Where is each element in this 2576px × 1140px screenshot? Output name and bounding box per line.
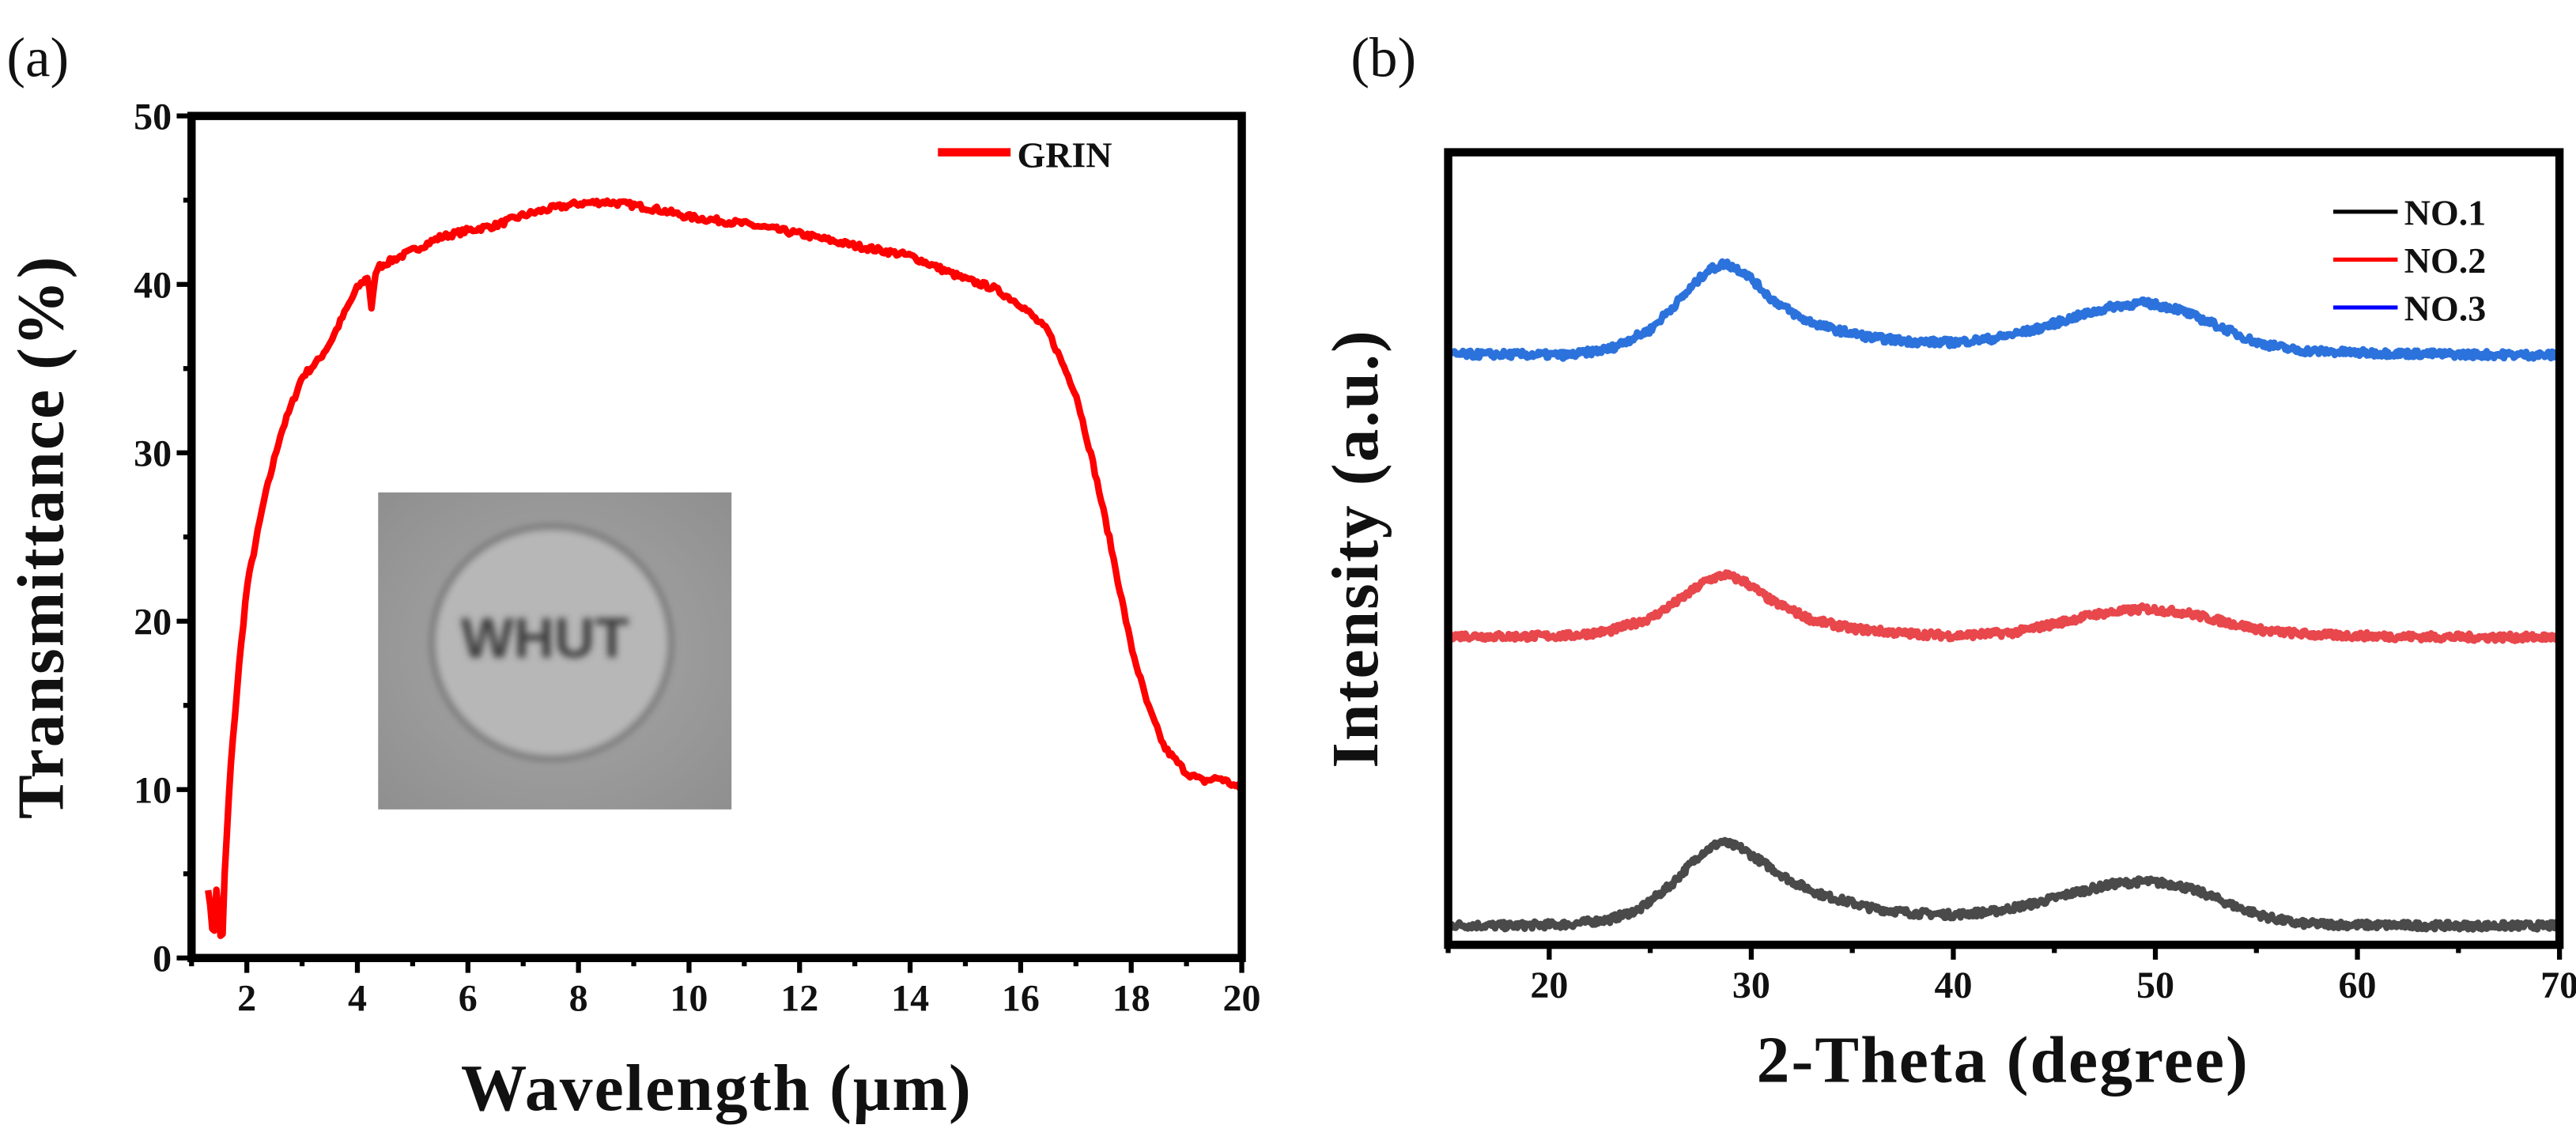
plot-b-frame: [1444, 148, 2564, 949]
legend-label-no2: NO.2: [2404, 240, 2486, 281]
inset-photo: WHUT: [378, 492, 732, 810]
inset-disk: [430, 524, 674, 761]
plot-b: [1445, 258, 2563, 933]
series-line-no3: [1445, 258, 2562, 362]
legend-label-no3: NO.3: [2404, 289, 2486, 329]
x-tick-label: 70: [2540, 964, 2576, 1006]
x-axis-title-a: Wavelength (μm): [461, 1052, 973, 1125]
x-tick-label: 20: [1530, 964, 1568, 1006]
x-tick-label: 16: [1002, 978, 1040, 1020]
y-tick-label: 0: [153, 938, 172, 980]
panel-b-label: (b): [1350, 28, 1416, 89]
plot-a: [205, 197, 1245, 939]
legend-a: GRIN: [938, 134, 1112, 175]
panel-a-label: (a): [6, 28, 69, 89]
x-tick-label: 4: [348, 978, 367, 1020]
x-tick-label: 50: [2136, 964, 2174, 1006]
legend-label-grin: GRIN: [1017, 134, 1112, 175]
series-line-no2: [1445, 569, 2563, 644]
x-tick-label: 2: [237, 978, 256, 1020]
x-tick-label: 20: [1223, 978, 1261, 1020]
x-tick-label: 40: [1934, 964, 1972, 1006]
y-tick-label: 50: [134, 96, 172, 138]
x-tick-label: 12: [780, 978, 818, 1020]
y-tick-label: 10: [134, 769, 172, 811]
panel-b: (b) 20 30 40 50 60 70 NO.1 NO.2 NO.3 Intensit…: [1320, 28, 2576, 1097]
y-axis-title-b: Intensity (a.u.): [1320, 329, 1392, 768]
x-tick-label: 8: [569, 978, 588, 1020]
inset-disk-lettering: WHUT: [461, 608, 629, 670]
y-tick-label: 40: [134, 264, 172, 306]
plot-a-ticks: 2 4 6 8 10 12 14 16 18 20 0 10 20 30 40 50: [134, 96, 1260, 1019]
plot-b-ticks: 20 30 40 50 60 70: [1445, 945, 2576, 1006]
legend-label-no1: NO.1: [2404, 193, 2486, 233]
x-tick-label: 6: [459, 978, 478, 1020]
x-tick-label: 18: [1112, 978, 1150, 1020]
x-axis-title-b: 2-Theta (degree): [1757, 1024, 2249, 1097]
x-tick-label: 14: [891, 978, 929, 1020]
x-tick-label: 60: [2339, 964, 2377, 1006]
y-tick-label: 20: [134, 601, 172, 643]
y-axis-title-a: Transmittance (%): [5, 255, 77, 819]
x-tick-label: 10: [670, 978, 708, 1020]
series-line-grin: [205, 197, 1245, 939]
x-tick-label: 30: [1732, 964, 1770, 1006]
panel-a: (a) WHUT 2 4 6 8 10 12 14 16 18 20 0 10 20 30 40 50 GRI…: [5, 28, 1260, 1125]
y-tick-label: 30: [134, 432, 172, 474]
legend-b: NO.1 NO.2 NO.3: [2332, 193, 2486, 329]
series-line-no1: [1445, 836, 2563, 933]
